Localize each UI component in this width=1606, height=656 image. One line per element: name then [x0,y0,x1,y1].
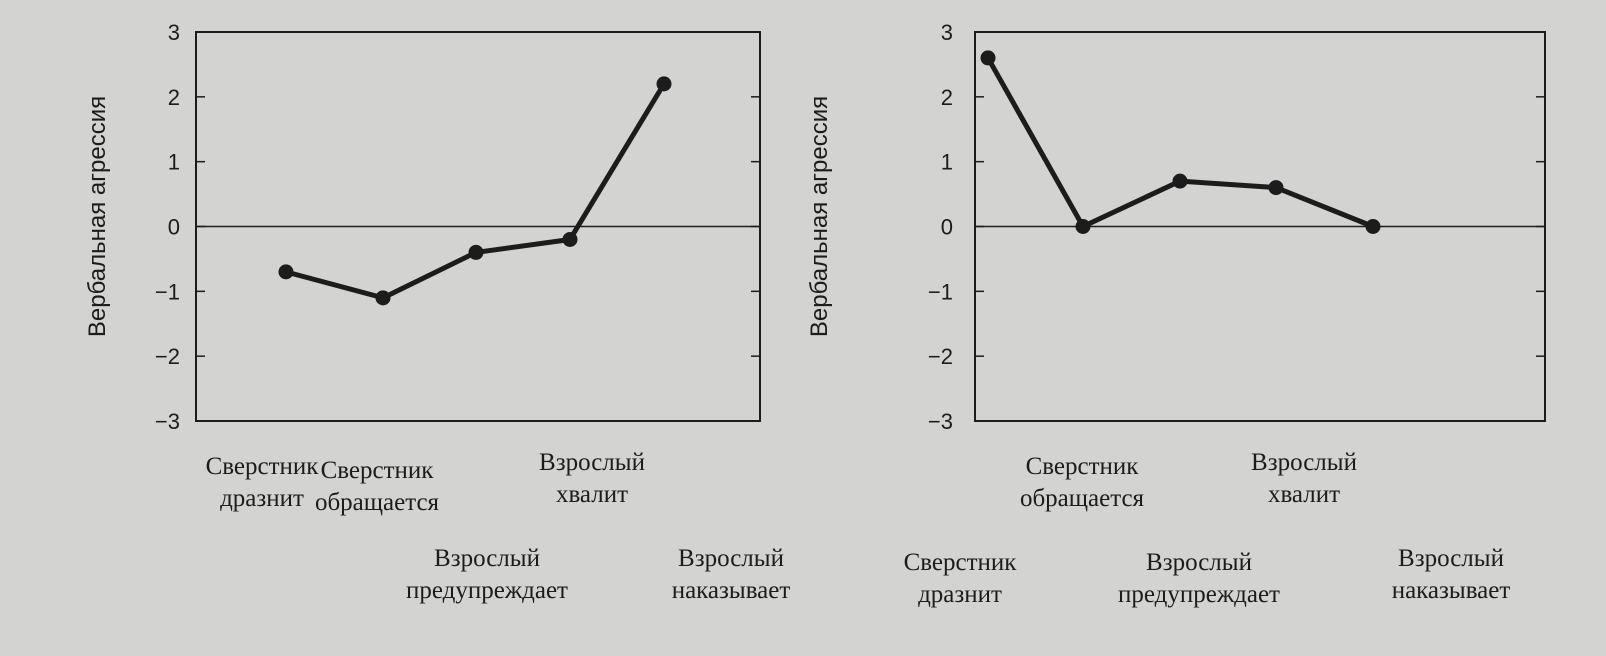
category-label-2: обращается [1020,485,1145,512]
y-tick-label: −3 [928,409,953,434]
category-label-4: хвалит [1268,481,1340,508]
y-axis-label: Вербальная агрессия [84,96,111,337]
data-point-2 [375,290,391,306]
category-label-2: Сверстник [1026,453,1140,480]
chart-2: 3 2 1 0 −1 −2 −3 Вербальная агрессия Сверстник др… [806,20,1546,608]
data-point-2 [1075,219,1091,234]
category-label-5: наказывает [1392,577,1511,604]
category-label-3: Взрослый [434,545,540,572]
category-label-4: хвалит [556,481,628,508]
data-point-3 [468,244,484,260]
category-label-3: Взрослый [1146,549,1252,576]
y-tick-label: 1 [168,150,180,175]
data-point-5 [1365,219,1381,234]
data-point-1 [980,50,996,66]
y-tick-label: 0 [941,215,953,240]
y-tick-label: 1 [941,150,953,175]
category-label-1: Сверстник [206,453,320,480]
category-label-5: Взрослый [1398,545,1504,572]
y-tick-label: −1 [155,279,180,304]
category-label-1: Сверстник [904,549,1018,576]
category-label-5: Взрослый [678,545,784,572]
category-label-2: обращается [315,489,440,516]
y-tick-label: 3 [168,20,180,45]
category-label-5: наказывает [672,577,791,604]
y-tick-label: 2 [168,85,180,110]
data-point-3 [1172,173,1188,189]
y-tick-label: −2 [928,344,953,369]
y-axis-label: Вербальная агрессия [806,96,833,337]
data-point-4 [1268,180,1284,196]
series-line [285,82,667,301]
category-label-1: дразнит [918,581,1002,608]
category-label-4: Взрослый [539,449,645,476]
y-tick-label: −3 [155,409,180,434]
category-label-2: Сверстник [321,457,435,484]
category-label-3: предупреждает [1118,581,1280,608]
data-point-5 [656,76,672,92]
data-point-1 [278,264,294,280]
y-tick-label: 0 [168,215,180,240]
chart-1: 3 2 1 0 −1 −2 −3 Вербальная агрессия Сверстник др… [84,20,790,604]
y-tick-label: −1 [928,279,953,304]
data-point-4 [562,231,578,247]
category-label-1: дразнит [220,485,304,512]
y-tick-label: −2 [155,344,180,369]
category-label-4: Взрослый [1251,449,1357,476]
y-tick-label: 3 [941,20,953,45]
y-tick-label: 2 [941,85,953,110]
series-line [985,56,1374,229]
category-label-3: предупреждает [406,577,568,604]
